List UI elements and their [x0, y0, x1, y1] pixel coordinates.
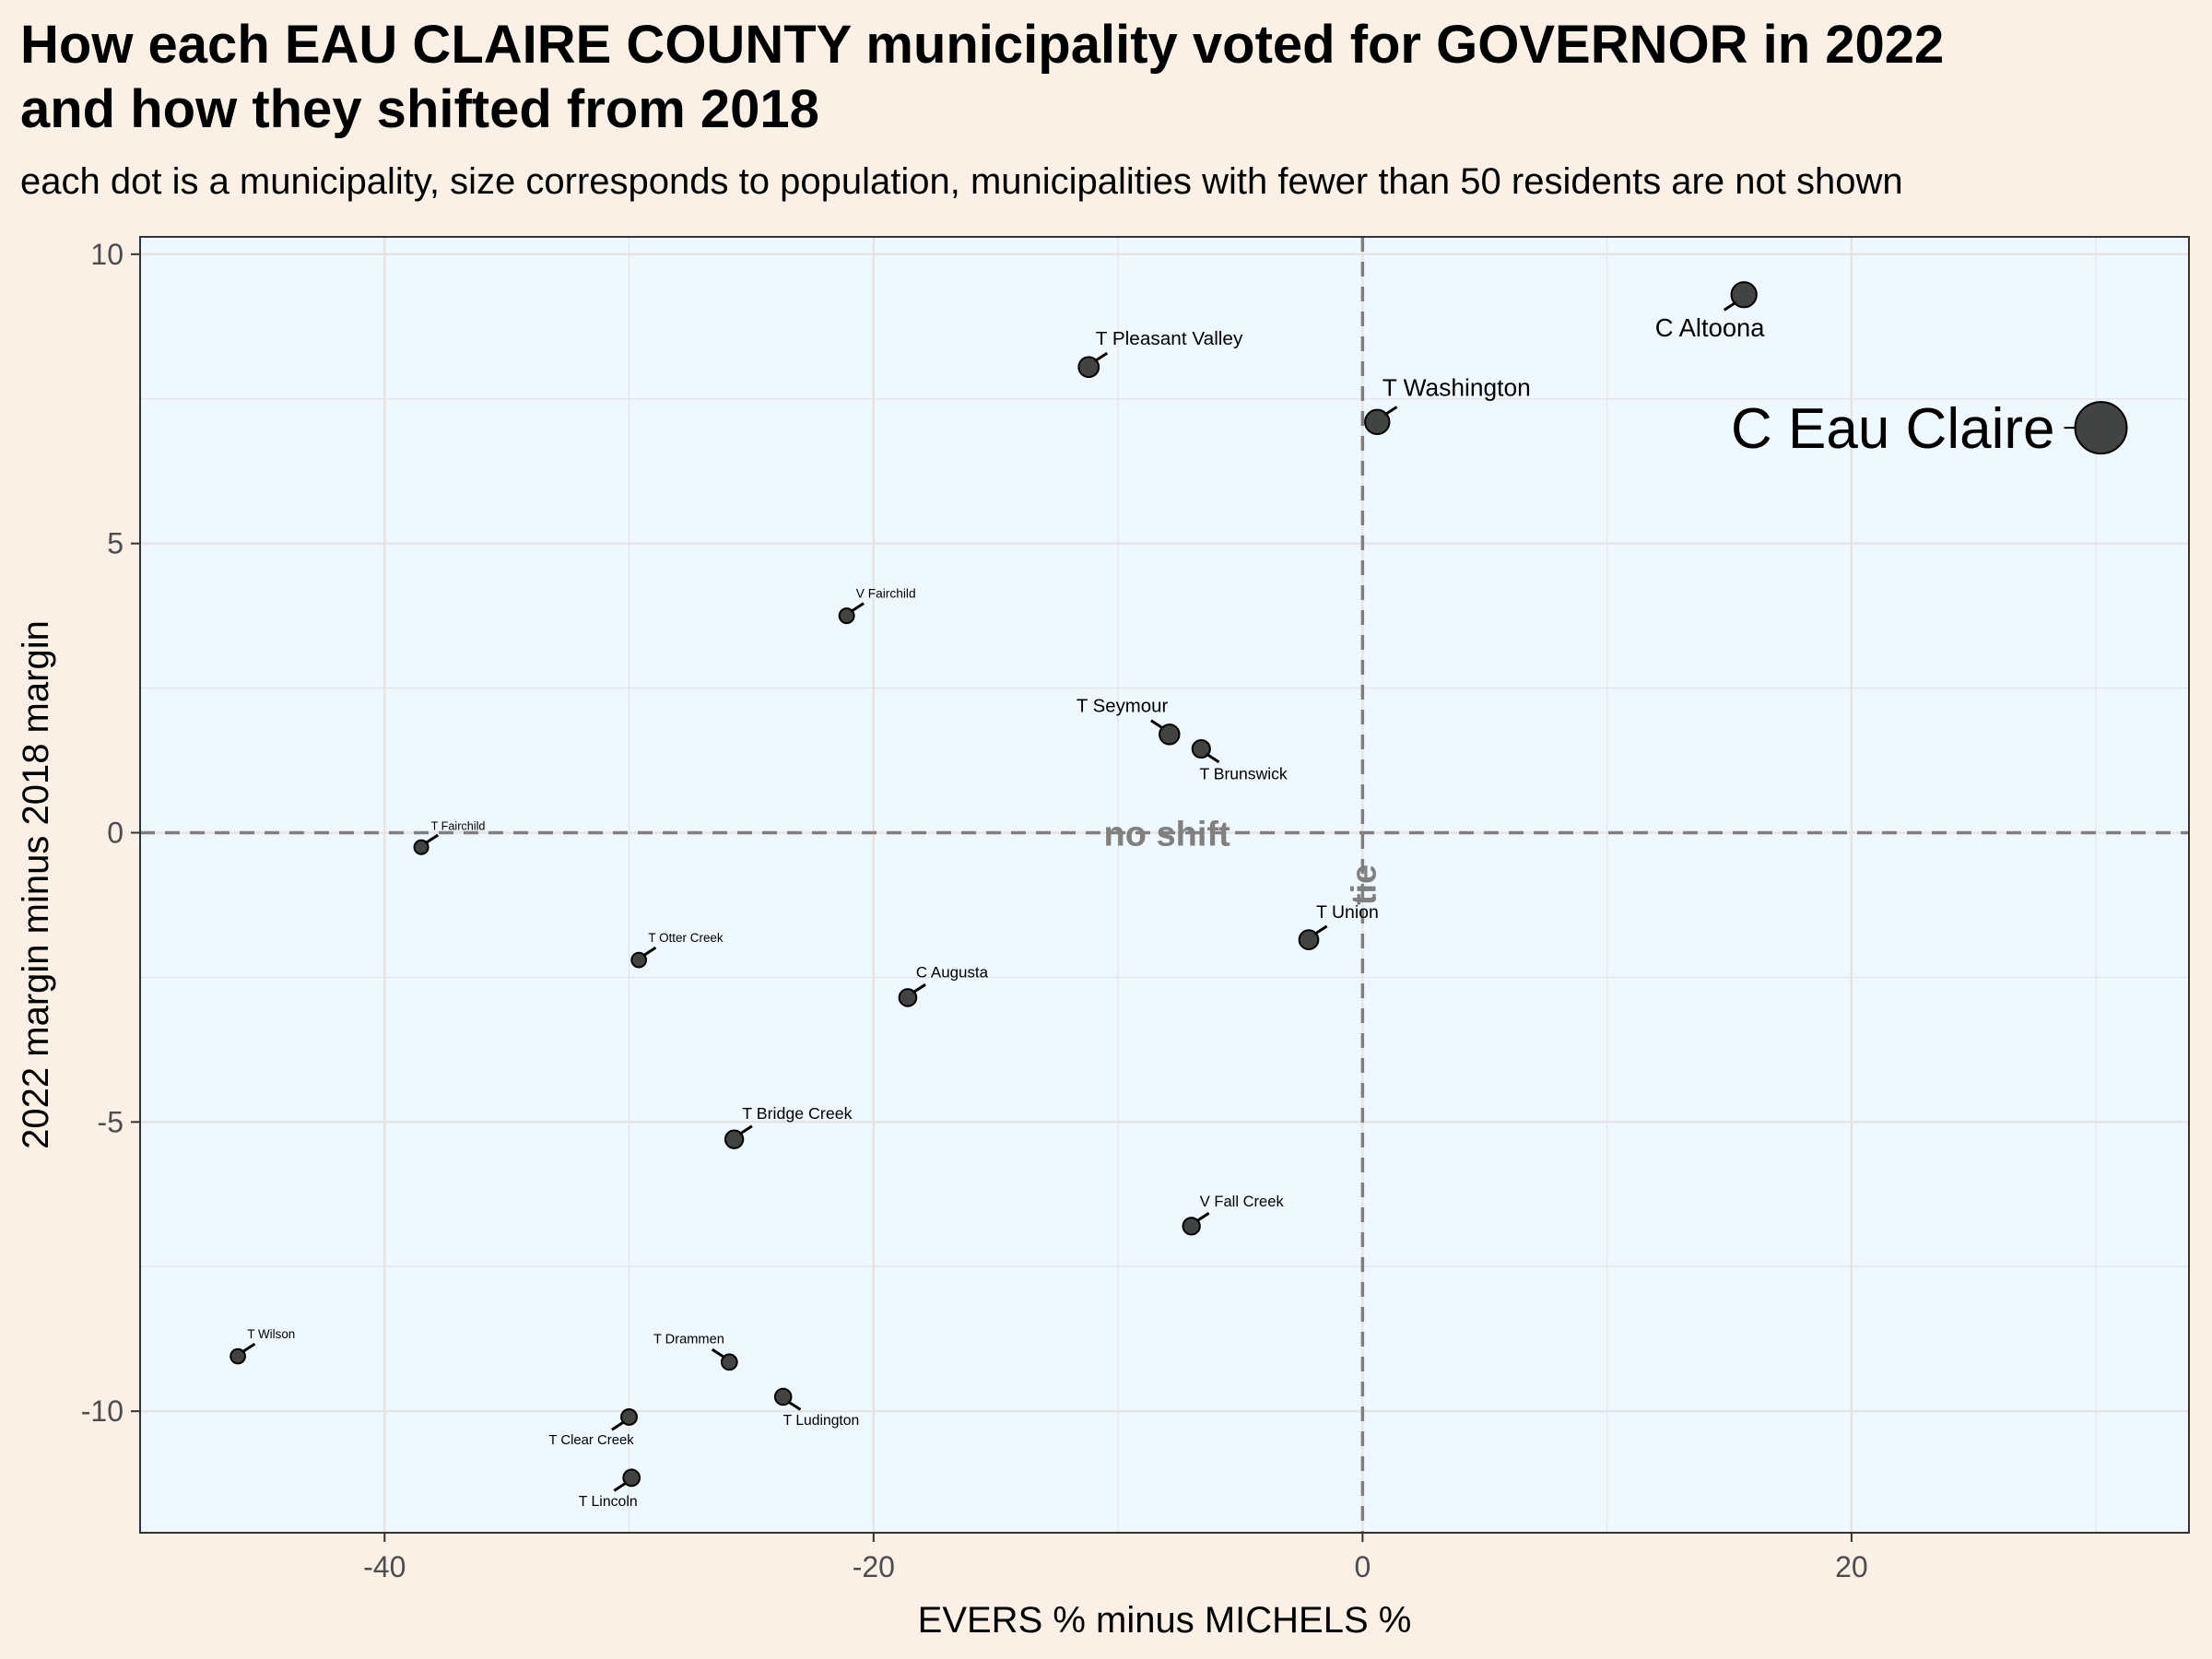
plot-border	[139, 236, 2190, 1534]
point-c-eau-claire	[2074, 401, 2128, 455]
point-label-t-drammen: T Drammen	[653, 1333, 724, 1347]
leader-t-wilson	[241, 1342, 256, 1354]
y-tick-label--10: -10	[81, 1394, 124, 1428]
point-label-t-fairchild: T Fairchild	[431, 819, 486, 832]
point-t-otter-creek	[630, 951, 648, 969]
leader-t-fairchild	[424, 833, 440, 845]
tie-label: tie	[1345, 865, 1383, 905]
point-t-lincoln	[622, 1468, 641, 1488]
reference-lines: no shift tie	[140, 237, 2189, 1533]
point-label-t-bridge-creek: T Bridge Creek	[742, 1104, 852, 1123]
point-label-t-ludington: T Ludington	[783, 1413, 860, 1429]
plot-panel	[140, 237, 2189, 1533]
point-label-t-lincoln: T Lincoln	[579, 1494, 638, 1510]
y-axis-label: 2022 margin minus 2018 margin	[16, 620, 56, 1149]
point-t-pleasant-valley	[1077, 356, 1100, 379]
point-label-v-fairchild: V Fairchild	[856, 586, 916, 600]
point-label-t-union: T Union	[1316, 902, 1379, 923]
point-t-clear-creek	[620, 1408, 638, 1426]
point-t-seymour	[1159, 724, 1181, 746]
point-t-washington	[1364, 408, 1391, 436]
y-tick-label-5: 5	[107, 527, 124, 560]
y-tick-label-10: 10	[90, 238, 124, 271]
point-t-bridge-creek	[724, 1129, 745, 1149]
point-label-c-augusta: C Augusta	[916, 964, 989, 982]
point-t-ludington	[773, 1387, 793, 1406]
x-axis-label: EVERS % minus MICHELS %	[918, 1600, 1412, 1641]
point-label-t-seymour: T Seymour	[1077, 697, 1169, 717]
x-tick-label-20: 20	[1835, 1550, 1868, 1583]
point-t-fairchild	[413, 839, 429, 855]
point-label-t-brunswick: T Brunswick	[1199, 764, 1287, 782]
axes: -40 -20 0 20 10 5 0 -5 -10 EVERS % minus MICHELS …	[16, 238, 1868, 1641]
point-t-brunswick	[1191, 738, 1211, 759]
point-label-v-fall-creek: V Fall Creek	[1200, 1193, 1285, 1210]
chart-title-line-2: and how they shifted from 2018	[20, 79, 819, 139]
chart-title-line-1: How each EAU CLAIRE COUNTY municipality …	[20, 15, 1945, 75]
point-labels: C Eau Claire C Altoona T Washington T Pleas…	[247, 313, 2054, 1510]
point-label-t-washington: T Washington	[1382, 374, 1531, 402]
point-v-fall-creek	[1182, 1217, 1201, 1236]
chart-title: How each EAU CLAIRE COUNTY municipality …	[20, 13, 2212, 142]
point-label-t-wilson: T Wilson	[247, 1327, 295, 1341]
point-label-t-pleasant-valley: T Pleasant Valley	[1096, 328, 1243, 349]
no-shift-label: no shift	[1104, 816, 1231, 854]
point-label-t-otter-creek: T Otter Creek	[648, 931, 724, 945]
x-tick-label--40: -40	[363, 1550, 406, 1583]
point-t-union	[1298, 929, 1320, 950]
y-tick-label-0: 0	[107, 817, 124, 850]
y-tick-label--5: -5	[98, 1105, 124, 1138]
x-tick-label-0: 0	[1354, 1550, 1371, 1583]
chart-subtitle: each dot is a municipality, size corresp…	[20, 161, 1903, 202]
point-v-fairchild	[838, 607, 855, 625]
data-points	[229, 281, 2128, 1488]
point-label-t-clear-creek: T Clear Creek	[548, 1433, 634, 1448]
point-c-altoona	[1730, 281, 1758, 309]
point-t-wilson	[229, 1347, 246, 1365]
point-label-c-eau-claire: C Eau Claire	[1731, 397, 2054, 461]
point-c-augusta	[898, 988, 918, 1007]
point-t-drammen	[720, 1353, 738, 1371]
x-tick-label--20: -20	[853, 1550, 895, 1583]
point-label-c-altoona: C Altoona	[1655, 313, 1765, 342]
